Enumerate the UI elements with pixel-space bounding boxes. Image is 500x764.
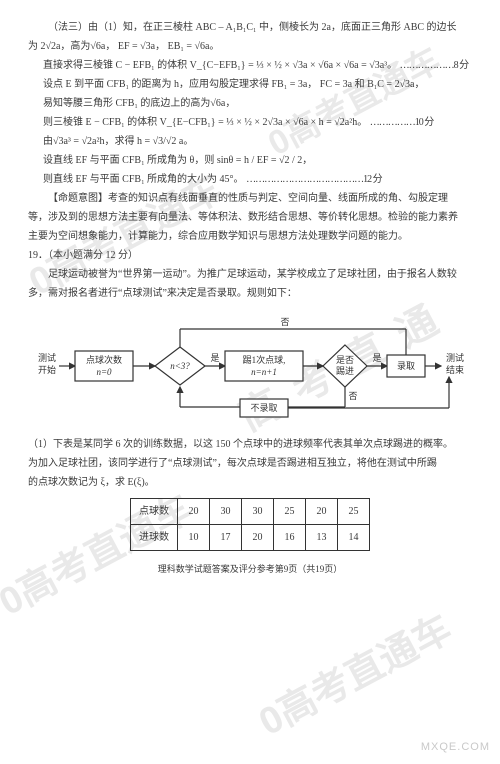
score-tail: …………………………………12 分	[246, 174, 382, 185]
text: 直接求得三棱锥 C − EFB₁ 的体积 V_{C−EFB₁} = ⅓ × ½ …	[43, 60, 397, 71]
cell: 13	[306, 525, 338, 551]
line: 易知等腰三角形 CFB₁ 的底边上的高为√6a，	[28, 94, 472, 113]
summary-line: 等，涉及到的思想方法主要有向量法、等体积法、数形结合思想、等价转化思想。检验的能…	[28, 208, 472, 227]
site-watermark: MXQE.COM	[421, 737, 490, 758]
svg-text:n<3?: n<3?	[170, 361, 190, 371]
line: 设点 E 到平面 CFB₁ 的距离为 h，应用勾股定理求得 FB₁ = 3a， …	[28, 75, 472, 94]
svg-text:结束: 结束	[446, 364, 464, 375]
line: 设直线 EF 与平面 CFB₁ 所成角为 θ，则 sinθ = h / EF =…	[28, 151, 472, 170]
svg-text:开始: 开始	[38, 364, 56, 375]
text: 则直线 EF 与平面 CFB₁ 所成角的大小为 45°。	[43, 174, 244, 185]
line: 直接求得三棱锥 C − EFB₁ 的体积 V_{C−EFB₁} = ⅓ × ½ …	[28, 56, 472, 75]
summary-line: 【命题意图】考查的知识点有线面垂直的性质与判定、空间向量、线面所成的角、勾股定理	[28, 189, 472, 208]
svg-text:踢进: 踢进	[336, 366, 354, 376]
question-text: 足球运动被誉为“世界第一运动”。为推广足球运动，某学校成立了足球社团，由于报名人…	[28, 265, 472, 284]
cell: 10	[178, 525, 210, 551]
cell: 20	[242, 525, 274, 551]
svg-text:录取: 录取	[397, 361, 415, 371]
line: （法三）由（1）知，在正三棱柱 ABC – A₁B₁C₁ 中，侧棱长为 2a，底…	[28, 18, 472, 37]
svg-text:n=0: n=0	[96, 367, 112, 377]
subquestion: （1）下表是某同学 6 次的训练数据，以这 150 个点球中的进球频率代表其单次…	[28, 435, 472, 454]
cell: 30	[210, 499, 242, 525]
svg-text:是: 是	[210, 353, 219, 363]
line: 为 2√2a，高为√6a， EF = √3a， EB₁ = √6a。	[28, 37, 472, 56]
cell: 20	[178, 499, 210, 525]
svg-text:否: 否	[348, 391, 357, 401]
svg-text:不录取: 不录取	[250, 403, 277, 413]
svg-text:n=n+1: n=n+1	[251, 367, 277, 377]
score-tail: ……………10 分	[370, 117, 434, 128]
svg-text:测试: 测试	[446, 352, 464, 363]
cell: 20	[306, 499, 338, 525]
page-content: （法三）由（1）知，在正三棱柱 ABC – A₁B₁C₁ 中，侧棱长为 2a，底…	[28, 18, 472, 578]
row-label: 进球数	[131, 525, 178, 551]
row-label: 点球数	[131, 499, 178, 525]
svg-text:点球次数: 点球次数	[86, 354, 122, 365]
line: 则三棱锥 E − CFB₁ 的体积 V_{E−CFB₁} = ⅓ × ½ × 2…	[28, 113, 472, 132]
cell: 30	[242, 499, 274, 525]
question-number: 19．（本小题满分 12 分）	[28, 246, 472, 265]
cell: 17	[210, 525, 242, 551]
table-row: 点球数 20 30 30 25 20 25	[131, 499, 370, 525]
watermark: 0高考直通车	[245, 595, 465, 758]
svg-text:踢1次点球,: 踢1次点球,	[243, 354, 286, 365]
summary-line: 主要为空间想象能力，计算能力，综合应用数学知识与思想方法处理数学问题的能力。	[28, 227, 472, 246]
cell: 25	[338, 499, 370, 525]
line: 由√3a³ = √2a²h，求得 h = √3/√2 a。	[28, 132, 472, 151]
flowchart: 测试 开始 点球次数 n=0 n<3? 是 踢1次点球, n=n+1 是否 踢进…	[35, 311, 465, 429]
line: 则直线 EF 与平面 CFB₁ 所成角的大小为 45°。 ………………………………	[28, 170, 472, 189]
svg-text:是否: 是否	[336, 355, 354, 365]
svg-text:否: 否	[280, 317, 289, 327]
svg-text:是: 是	[372, 353, 381, 363]
flow-start: 测试	[38, 352, 56, 363]
score-tail: ………………8 分	[400, 60, 469, 71]
page-footer: 理科数学试题答案及评分参考第9页（共19页）	[28, 561, 472, 578]
subquestion: 为加入足球社团，该同学进行了“点球测试”，每次点球是否踢进相互独立，将他在测试中…	[28, 454, 472, 473]
text: 则三棱锥 E − CFB₁ 的体积 V_{E−CFB₁} = ⅓ × ½ × 2…	[43, 117, 367, 128]
cell: 25	[274, 499, 306, 525]
cell: 14	[338, 525, 370, 551]
cell: 16	[274, 525, 306, 551]
question-text: 多，需对报名者进行“点球测试”来决定是否录取。规则如下：	[28, 284, 472, 303]
subquestion: 的点球次数记为 ξ，求 E(ξ)。	[28, 473, 472, 492]
data-table: 点球数 20 30 30 25 20 25 进球数 10 17 20 16 13…	[130, 498, 370, 551]
table-row: 进球数 10 17 20 16 13 14	[131, 525, 370, 551]
